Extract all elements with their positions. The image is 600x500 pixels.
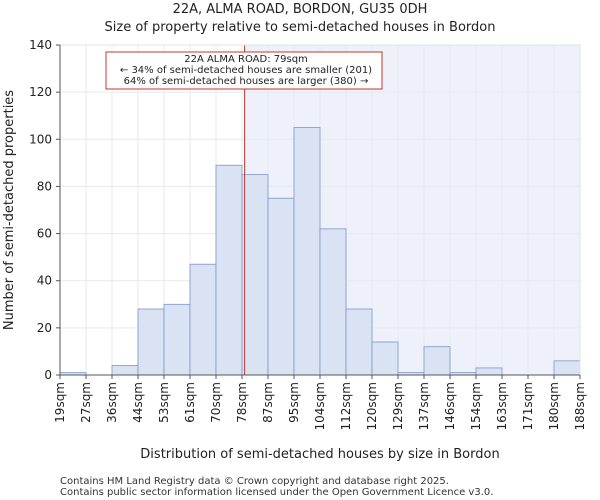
x-tick-label: 44sqm bbox=[131, 382, 145, 423]
y-tick-label: 40 bbox=[37, 274, 52, 288]
y-tick-label: 120 bbox=[29, 85, 52, 99]
annotation-line-1: 22A ALMA ROAD: 79sqm bbox=[184, 54, 308, 65]
x-tick-label: 163sqm bbox=[495, 382, 509, 430]
bar-44sqm bbox=[137, 308, 165, 376]
bar-120sqm bbox=[371, 341, 399, 376]
bar-112sqm bbox=[345, 308, 373, 376]
bar-180sqm bbox=[553, 360, 581, 376]
x-tick-label: 53sqm bbox=[157, 382, 171, 423]
bar-36sqm bbox=[111, 365, 139, 376]
annotation-box bbox=[105, 51, 383, 90]
x-tick-label: 87sqm bbox=[261, 382, 275, 423]
x-tick-label: 104sqm bbox=[313, 382, 327, 430]
x-tick-label: 95sqm bbox=[287, 382, 301, 423]
y-tick-label: 100 bbox=[29, 132, 52, 146]
x-tick-label: 129sqm bbox=[391, 382, 405, 430]
y-tick-label: 80 bbox=[37, 179, 52, 193]
x-tick-label: 171sqm bbox=[521, 382, 535, 430]
x-tick-label: 137sqm bbox=[417, 382, 431, 430]
x-tick-label: 27sqm bbox=[79, 382, 93, 423]
y-ticks: 0 20 40 60 80 100 120 140 bbox=[29, 38, 60, 382]
chart-title: 22A, ALMA ROAD, BORDON, GU35 0DH Size of… bbox=[105, 2, 496, 35]
footer-line-2: Contains public sector information licen… bbox=[60, 487, 493, 498]
bar-78sqm bbox=[241, 174, 269, 376]
bar-137sqm bbox=[423, 346, 451, 376]
x-tick-label: 19sqm bbox=[53, 382, 67, 423]
annotation-line-2: ← 34% of semi-detached houses are smalle… bbox=[120, 65, 372, 76]
y-axis-label: Number of semi-detached properties bbox=[2, 90, 17, 330]
x-tick-label: 154sqm bbox=[469, 382, 483, 430]
bar-61sqm bbox=[189, 263, 217, 376]
bar-95sqm bbox=[293, 127, 321, 376]
x-tick-label: 188sqm bbox=[573, 382, 587, 430]
x-tick-label: 180sqm bbox=[547, 382, 561, 430]
marker-annotation: 22A ALMA ROAD: 79sqm ← 34% of semi-detac… bbox=[105, 51, 383, 90]
chart-subtitle: Size of property relative to semi-detach… bbox=[105, 20, 496, 35]
x-ticks: 19sqm 27sqm 36sqm 44sqm 53sqm 61sqm 70sqm 78sqm… bbox=[53, 375, 587, 430]
bar-70sqm bbox=[215, 164, 243, 376]
y-tick-label: 20 bbox=[37, 321, 52, 335]
y-tick-label: 140 bbox=[29, 38, 52, 52]
x-tick-label: 112sqm bbox=[339, 382, 353, 430]
annotation-line-3: 64% of semi-detached houses are larger (… bbox=[124, 76, 369, 87]
x-tick-label: 36sqm bbox=[105, 382, 119, 423]
x-tick-label: 78sqm bbox=[235, 382, 249, 423]
bar-104sqm bbox=[319, 228, 347, 376]
x-tick-label: 120sqm bbox=[365, 382, 379, 430]
bars bbox=[59, 127, 581, 376]
y-tick-label: 0 bbox=[44, 368, 52, 382]
x-tick-label: 146sqm bbox=[443, 382, 457, 430]
x-tick-label: 61sqm bbox=[183, 382, 197, 423]
footer-line-1: Contains HM Land Registry data © Crown c… bbox=[60, 476, 449, 487]
bar-154sqm bbox=[475, 367, 503, 376]
x-axis-label: Distribution of semi-detached houses by … bbox=[140, 447, 499, 462]
bar-87sqm bbox=[267, 197, 295, 376]
x-tick-label: 70sqm bbox=[209, 382, 223, 423]
y-tick-label: 60 bbox=[37, 227, 52, 241]
bar-53sqm bbox=[163, 303, 191, 376]
chart-title-text: 22A, ALMA ROAD, BORDON, GU35 0DH bbox=[173, 2, 428, 17]
